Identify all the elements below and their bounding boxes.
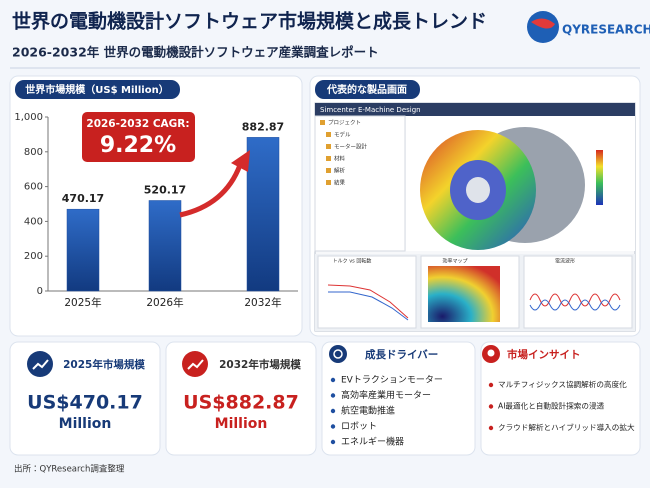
insight-item: AI最適化と自動設計探索の浸透 — [498, 401, 605, 411]
icon-glyph — [333, 349, 343, 359]
y-tick-label: 800 — [24, 147, 43, 158]
plot-curve — [529, 299, 621, 311]
app-titlebar — [315, 103, 635, 116]
tree-icon — [326, 180, 331, 185]
tree-item: 解析 — [334, 167, 346, 175]
plot-curve — [529, 293, 621, 307]
drivers-title: 成長ドライバー — [365, 348, 438, 361]
value-label: 520.17 — [144, 183, 186, 196]
bullet — [330, 393, 336, 398]
value-label: 882.87 — [242, 120, 284, 133]
x-tick-label: 2026年 — [146, 296, 183, 309]
tree-item: 材料 — [334, 155, 346, 163]
panel-title: 代表的な製品画面 — [326, 83, 407, 96]
driver-item: EVトラクションモーター — [341, 375, 443, 386]
efficiency-map — [428, 266, 500, 322]
plot-titles: トルク vs 回転数 効率マップ 電流波形 — [333, 258, 575, 265]
bar — [246, 137, 280, 292]
title: 世界の電動機設計ソフトウェア市場規模と成長トレンド — [12, 10, 487, 33]
tree-icon — [326, 144, 331, 149]
logo-text: QYRESEARCH — [562, 23, 650, 37]
card-value: US$470.17 — [27, 392, 143, 414]
plot-title: 効率マップ — [442, 258, 467, 265]
insights-card — [480, 341, 641, 456]
logo-swoosh — [531, 18, 555, 29]
icon-glyph — [32, 359, 49, 370]
panel-pill — [315, 80, 420, 99]
window-title: Simcenter E-Machine Design — [320, 106, 421, 114]
bullet — [488, 382, 494, 388]
tree-icon — [320, 120, 325, 125]
card-icon — [182, 351, 208, 377]
driver-item: 高効率産業用モーター — [341, 389, 431, 401]
card-title: 2025年市場規模 — [63, 358, 145, 371]
card-unit: Million — [215, 416, 268, 432]
bullet — [330, 377, 336, 383]
value-label: 470.17 — [62, 192, 104, 205]
subtitle: 2026-2032年 世界の電動機設計ソフトウェア産業調査レポート — [12, 45, 379, 60]
bullet — [330, 424, 336, 429]
insight-item: クラウド解析とハイブリッド導入の拡大 — [498, 422, 635, 432]
drivers-card — [321, 341, 476, 456]
growth-arrow — [179, 164, 243, 218]
plot-title: トルク vs 回転数 — [333, 258, 372, 265]
icon-glyph — [487, 349, 495, 357]
plot-curve — [328, 291, 409, 321]
panel-pill — [15, 80, 180, 99]
y-tick-label: 600 — [24, 182, 43, 193]
tree-icon — [326, 132, 331, 137]
tree-icon — [326, 168, 331, 173]
tree-item: 結果 — [334, 179, 346, 187]
insights-title: 市場インサイト — [507, 348, 581, 361]
plot-title: 電流波形 — [555, 258, 575, 265]
cagr-box — [82, 112, 195, 162]
arrow-head — [231, 150, 250, 172]
card-icon — [27, 351, 53, 377]
bullet — [330, 439, 336, 445]
bullet — [488, 425, 494, 431]
icon-glyph — [187, 359, 204, 370]
insights-list: マルチフィジックス協調解析の高度化 AI最適化と自動設計探索の浸透クラウド解析とハ… — [488, 379, 635, 432]
y-tick-label: 0 — [37, 286, 43, 297]
tree-item: モーター設計 — [334, 143, 368, 151]
insight-item: マルチフィジックス協調解析の高度化 — [498, 379, 627, 389]
cagr-value: 9.22% — [100, 133, 176, 158]
bar — [66, 208, 100, 292]
tree-item: プロジェクト — [328, 120, 361, 127]
bar — [148, 200, 182, 292]
card-title: 2032年市場規模 — [219, 358, 301, 371]
bullet — [488, 404, 494, 409]
y-tick-label: 200 — [24, 251, 43, 262]
tree-item: モデル — [334, 131, 351, 139]
x-tick-label: 2025年 — [64, 296, 101, 309]
y-tick-label: 400 — [24, 216, 43, 227]
card-icon — [329, 345, 347, 363]
card-value: US$882.87 — [183, 392, 299, 414]
plot-frame — [523, 255, 633, 329]
bar-chart: 0 200 400 600 800 1,000 470.17 2025年 520.17 2026年… — [14, 112, 298, 309]
plot-curve — [327, 284, 409, 319]
source: 出所：QYResearch調査整理 — [14, 464, 125, 475]
card-unit: Million — [59, 416, 112, 432]
colorbar — [596, 150, 603, 205]
driver-item: ロボット — [341, 421, 377, 432]
driver-item: エネルギー機器 — [341, 436, 404, 448]
y-tick-label: 1,000 — [14, 112, 43, 123]
cagr-label: 2026-2032 CAGR: — [86, 118, 189, 130]
x-tick-label: 2032年 — [244, 296, 281, 309]
panel-title: 世界市場規模（US$ Million） — [25, 83, 168, 96]
bullet — [330, 408, 336, 414]
tree-icon — [326, 156, 331, 161]
motor-shaft — [466, 177, 490, 203]
driver-item: 航空電動推進 — [341, 405, 395, 417]
